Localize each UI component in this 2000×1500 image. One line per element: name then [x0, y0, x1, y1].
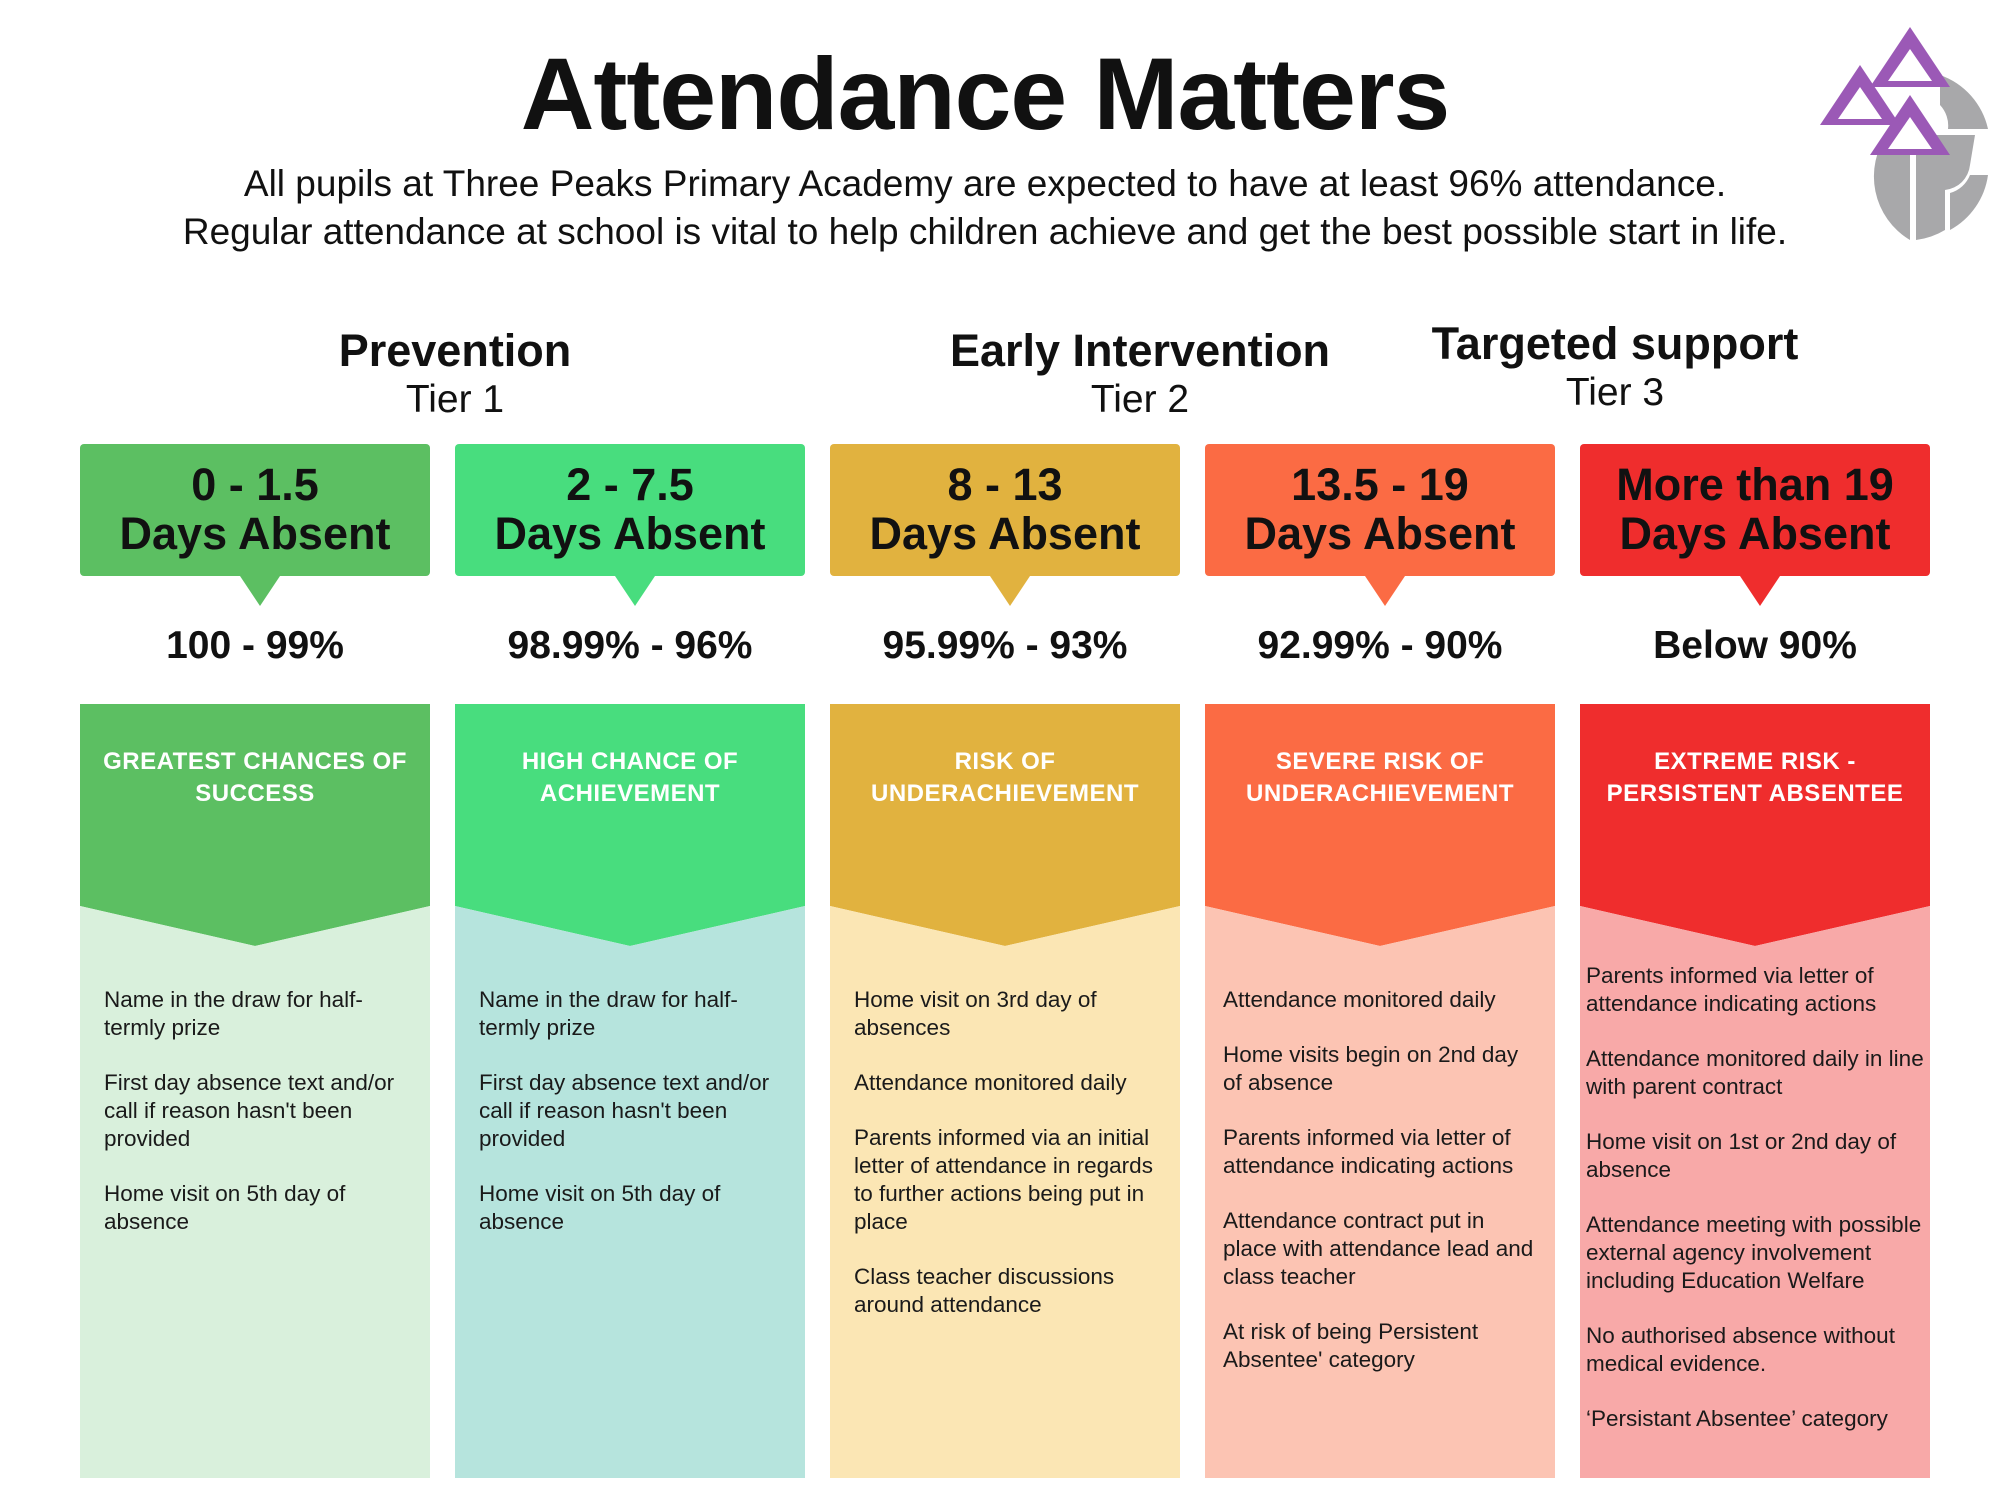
action-item: Home visits begin on 2nd day of absence [1223, 1042, 1519, 1095]
action-item: Home visit on 1st or 2nd day of absence [1586, 1129, 1897, 1182]
action-item: First day absence text and/or call if re… [479, 1070, 770, 1151]
intro-line-1: All pupils at Three Peaks Primary Academ… [243, 163, 1727, 204]
tier-2-name: Early Intervention [949, 325, 1331, 376]
attendance-percent: 95.99% - 93% [882, 624, 1128, 667]
action-list: Attendance monitored daily Home visits b… [1205, 906, 1555, 1478]
pointer-arrow [1365, 576, 1405, 606]
risk-label: GREATEST CHANCES OF SUCCESS [80, 704, 430, 946]
page-title: Attendance Matters [520, 37, 1451, 151]
action-item: Attendance meeting with possible externa… [1586, 1212, 1922, 1293]
attendance-percent: Below 90% [1653, 624, 1857, 667]
attendance-percent: 98.99% - 96% [507, 624, 753, 667]
action-item: ‘Persistant Absentee’ category [1586, 1406, 1888, 1431]
action-item: Home visit on 5th day of absence [479, 1181, 721, 1234]
action-item: Attendance monitored daily [854, 1070, 1127, 1095]
column-tier-3-extreme: More than 19 Days Absent Below 90% EXTRE… [1580, 444, 1930, 1478]
action-item: Attendance contract put in place with at… [1223, 1208, 1534, 1289]
pointer-arrow [240, 576, 280, 606]
action-item: Name in the draw for half-termly prize [479, 987, 738, 1040]
days-absent-band: 2 - 7.5 Days Absent [455, 444, 805, 606]
days-range: 2 - 7.5 [566, 459, 694, 510]
action-list: Name in the draw for half-termly prize F… [80, 906, 430, 1478]
days-absent-band: More than 19 Days Absent [1580, 444, 1930, 606]
risk-label: HIGH CHANCE OF ACHIEVEMENT [455, 704, 805, 946]
action-item: Home visit on 3rd day of absences [854, 987, 1097, 1040]
tier-1-heading: Prevention Tier 1 [300, 325, 610, 423]
intro-line-2: Regular attendance at school is vital to… [182, 211, 1788, 252]
tier-3-label: Tier 3 [1565, 371, 1665, 414]
tier-1-name: Prevention [338, 325, 572, 376]
pointer-arrow [990, 576, 1030, 606]
pointer-arrow [615, 576, 655, 606]
column-tier-3-severe: 13.5 - 19 Days Absent 92.99% - 90% SEVER… [1205, 444, 1555, 1478]
days-range: 8 - 13 [947, 459, 1063, 510]
pointer-arrow [1740, 576, 1780, 606]
risk-label: RISK OF UNDERACHIEVEMENT [830, 704, 1180, 946]
column-tier-1-high: 2 - 7.5 Days Absent 98.99% - 96% HIGH CH… [455, 444, 805, 1478]
action-item: Parents informed via letter of attendanc… [1223, 1125, 1514, 1178]
days-absent-band: 13.5 - 19 Days Absent [1205, 444, 1555, 606]
risk-label: SEVERE RISK OF UNDERACHIEVEMENT [1205, 704, 1555, 946]
attendance-percent: 92.99% - 90% [1257, 624, 1503, 667]
action-item: At risk of being Persistent Absentee' ca… [1223, 1319, 1479, 1372]
days-unit: Days Absent [1244, 508, 1516, 559]
action-item: Attendance monitored daily [1223, 987, 1496, 1012]
action-item: Class teacher discussions around attenda… [854, 1264, 1115, 1317]
action-list: Home visit on 3rd day of absences Attend… [830, 906, 1180, 1478]
days-absent-band: 0 - 1.5 Days Absent [80, 444, 430, 606]
action-list: Name in the draw for half-termly prize F… [455, 906, 805, 1478]
days-range: 13.5 - 19 [1291, 459, 1469, 510]
tier-3-heading: Targeted support Tier 3 [1400, 318, 1830, 416]
days-unit: Days Absent [869, 508, 1141, 559]
risk-label: EXTREME RISK - PERSISTENT ABSENTEE [1580, 704, 1930, 946]
tier-2-heading: Early Intervention Tier 2 [920, 325, 1360, 423]
tier-3-name: Targeted support [1431, 318, 1799, 369]
action-item: First day absence text and/or call if re… [104, 1070, 395, 1151]
days-range: 0 - 1.5 [191, 459, 319, 510]
action-item: No authorised absence without medical ev… [1586, 1323, 1895, 1376]
days-absent-band: 8 - 13 Days Absent [830, 444, 1180, 606]
action-item: Parents informed via letter of attendanc… [1586, 963, 1877, 1016]
days-range: More than 19 [1616, 459, 1894, 510]
tier-1-label: Tier 1 [405, 378, 505, 421]
action-list: Parents informed via letter of attendanc… [1580, 906, 1930, 1478]
tier-2-label: Tier 2 [1090, 378, 1190, 421]
action-item: Attendance monitored daily in line with … [1586, 1046, 1924, 1099]
three-peaks-logo-icon [1820, 27, 1988, 240]
action-item: Home visit on 5th day of absence [104, 1181, 346, 1234]
days-unit: Days Absent [1619, 508, 1891, 559]
attendance-percent: 100 - 99% [166, 624, 344, 667]
days-unit: Days Absent [494, 508, 766, 559]
column-tier-1-low: 0 - 1.5 Days Absent 100 - 99% GREATEST C… [80, 444, 430, 1478]
action-item: Name in the draw for half-termly prize [104, 987, 363, 1040]
action-item: Parents informed via an initial letter o… [854, 1125, 1153, 1234]
days-unit: Days Absent [119, 508, 391, 559]
column-tier-2: 8 - 13 Days Absent 95.99% - 93% RISK OF … [830, 444, 1180, 1478]
